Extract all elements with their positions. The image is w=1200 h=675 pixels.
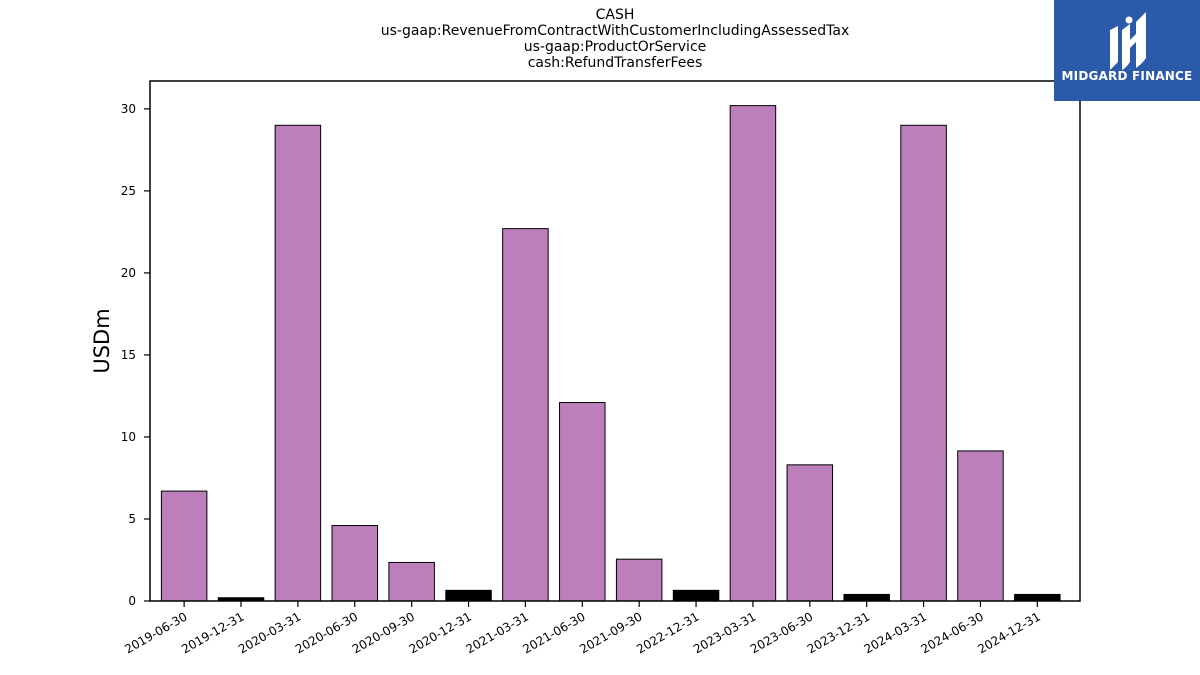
x-tick-label: 2023-06-30 bbox=[748, 609, 815, 656]
title-line-1: CASH bbox=[595, 7, 635, 23]
title-line-4: cash:RefundTransferFees bbox=[527, 55, 703, 71]
title-line-2: us-gaap:RevenueFromContractWithCustomerI… bbox=[380, 23, 850, 39]
y-tick-label: 5 bbox=[128, 512, 136, 526]
bar-2021-09-30 bbox=[615, 558, 663, 602]
y-tick-label: 20 bbox=[121, 266, 136, 280]
y-tick-label: 30 bbox=[121, 102, 136, 116]
midgard-finance-logo: MIDGARD FINANCE bbox=[1054, 0, 1200, 101]
x-axis: 2019-06-302019-12-312020-03-312020-06-30… bbox=[122, 601, 1043, 656]
logo-text: MIDGARD FINANCE bbox=[1061, 69, 1193, 83]
bar-2023-06-30 bbox=[786, 464, 834, 602]
x-tick-label: 2021-03-31 bbox=[464, 609, 531, 656]
x-tick-label: 2021-06-30 bbox=[520, 609, 587, 656]
x-tick-label: 2020-06-30 bbox=[293, 609, 360, 656]
bar-2024-03-31 bbox=[900, 124, 947, 602]
bar-2020-12-31 bbox=[445, 589, 492, 602]
chart-title: CASH us-gaap:RevenueFromContractWithCust… bbox=[150, 7, 1080, 71]
x-tick-label: 2019-12-31 bbox=[179, 609, 246, 656]
bar-2019-06-30 bbox=[160, 490, 208, 602]
x-tick-label: 2021-09-30 bbox=[577, 609, 644, 656]
bar-2020-03-31 bbox=[274, 124, 322, 602]
title-line-3: us-gaap:ProductOrService bbox=[523, 39, 707, 55]
x-tick-label: 2024-06-30 bbox=[919, 609, 986, 656]
x-tick-label: 2020-12-31 bbox=[407, 609, 474, 656]
logo-mark-icon bbox=[1110, 12, 1146, 70]
y-tick-label: 15 bbox=[121, 348, 136, 362]
x-tick-label: 2023-12-31 bbox=[805, 609, 872, 656]
y-axis-label: USDm bbox=[90, 308, 114, 373]
bar-2020-09-30 bbox=[388, 561, 435, 602]
bar-2023-03-31 bbox=[729, 105, 777, 602]
y-axis: 0 5 10 15 20 25 30 bbox=[121, 102, 150, 608]
bar-2024-12-31 bbox=[1014, 593, 1061, 602]
x-tick-label: 2019-06-30 bbox=[122, 609, 189, 656]
y-tick-label: 0 bbox=[128, 594, 136, 608]
bar-2024-06-30 bbox=[957, 450, 1004, 602]
bar-2021-03-31 bbox=[502, 228, 549, 602]
x-tick-label: 2020-03-31 bbox=[236, 609, 303, 656]
bar-2023-12-31 bbox=[843, 593, 890, 602]
x-tick-label: 2023-03-31 bbox=[691, 609, 758, 656]
bar-2022-12-31 bbox=[672, 589, 720, 602]
bars-group bbox=[160, 105, 1061, 602]
x-tick-label: 2024-12-31 bbox=[975, 609, 1042, 656]
bar-2021-06-30 bbox=[559, 402, 606, 602]
x-tick-label: 2024-03-31 bbox=[862, 609, 929, 656]
x-tick-label: 2020-09-30 bbox=[350, 609, 417, 656]
y-tick-label: 25 bbox=[121, 184, 136, 198]
x-tick-label: 2022-12-31 bbox=[634, 609, 701, 656]
y-tick-label: 10 bbox=[121, 430, 136, 444]
bar-2020-06-30 bbox=[331, 525, 379, 602]
plot-frame bbox=[149, 80, 1081, 602]
